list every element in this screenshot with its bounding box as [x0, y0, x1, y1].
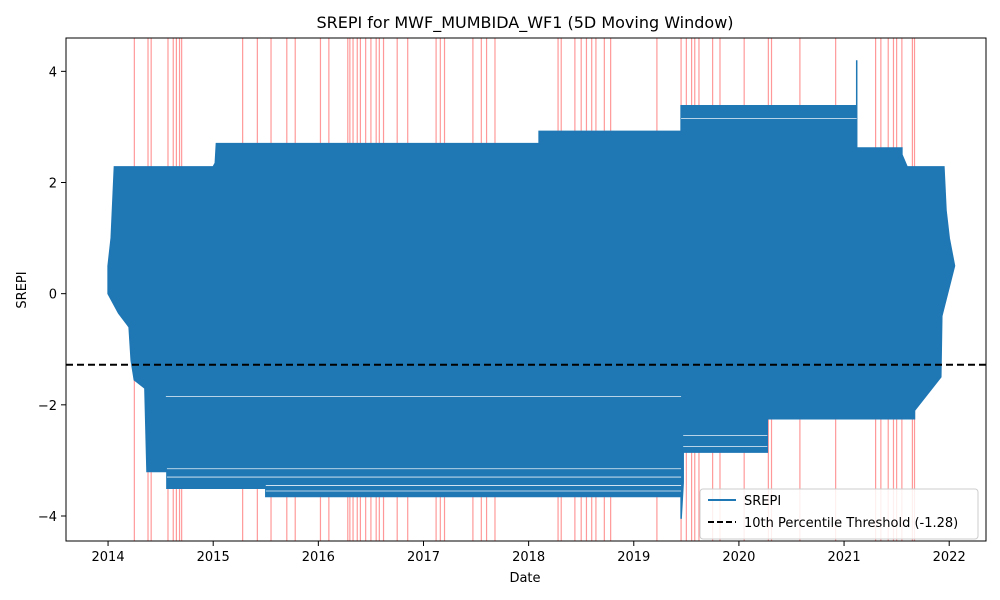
x-tick-label-2021: 2021 — [828, 550, 861, 565]
y-tick-label-4: 4 — [49, 65, 57, 80]
plot-frame — [65, 37, 987, 542]
y-axis-label: SREPI — [15, 271, 30, 308]
x-tick-label-2019: 2019 — [617, 550, 650, 565]
x-axis: 2014 2015 2016 2017 2018 2019 2020 2021 2022 — [92, 541, 966, 565]
series-layer — [107, 60, 956, 519]
x-axis-label: Date — [509, 571, 540, 586]
legend-label-srepi: SREPI — [744, 494, 781, 509]
legend-label-threshold: 10th Percentile Threshold (-1.28) — [744, 516, 958, 531]
y-axis: −4 −2 0 2 4 — [38, 65, 66, 525]
x-tick-label-2015: 2015 — [197, 550, 230, 565]
y-tick-label-0: −4 — [38, 510, 57, 525]
x-tick-label-2014: 2014 — [92, 550, 125, 565]
y-tick-label-3: 2 — [49, 177, 57, 192]
x-tick-label-2022: 2022 — [933, 550, 966, 565]
legend: SREPI 10th Percentile Threshold (-1.28) — [699, 488, 979, 540]
x-tick-label-2018: 2018 — [512, 550, 545, 565]
x-tick-label-2016: 2016 — [302, 550, 335, 565]
y-tick-label-2: 0 — [49, 288, 57, 303]
legend-box — [699, 488, 979, 540]
x-tick-label-2020: 2020 — [722, 550, 755, 565]
y-tick-label-1: −2 — [38, 399, 57, 414]
chart-title: SREPI for MWF_MUMBIDA_WF1 (5D Moving Win… — [316, 13, 733, 33]
plot-area — [65, 37, 987, 542]
series-srepi-band — [107, 60, 956, 519]
x-tick-label-2017: 2017 — [407, 550, 440, 565]
